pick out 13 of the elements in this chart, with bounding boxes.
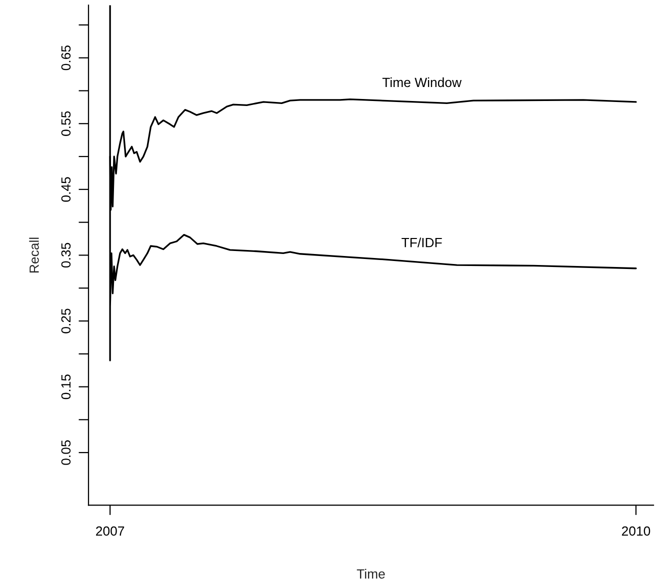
x-axis-title: Time — [356, 568, 385, 579]
y-axis-title: Recall — [29, 238, 39, 272]
y-tick-label: 0.65 — [61, 46, 71, 70]
y-tick-label: 0.25 — [61, 308, 71, 334]
y-tick-label: 0.45 — [61, 177, 71, 202]
x-tick-label: 2007 — [96, 526, 124, 536]
y-tick-label: 0.15 — [61, 374, 71, 400]
series-label: Time Window — [382, 77, 462, 88]
series-label: TF/IDF — [402, 238, 442, 248]
y-tick-label: 0.35 — [61, 242, 71, 268]
y-tick-label: 0.05 — [61, 440, 71, 465]
x-tick-label: 2010 — [622, 526, 650, 536]
y-tick-label: 0.55 — [61, 111, 71, 136]
